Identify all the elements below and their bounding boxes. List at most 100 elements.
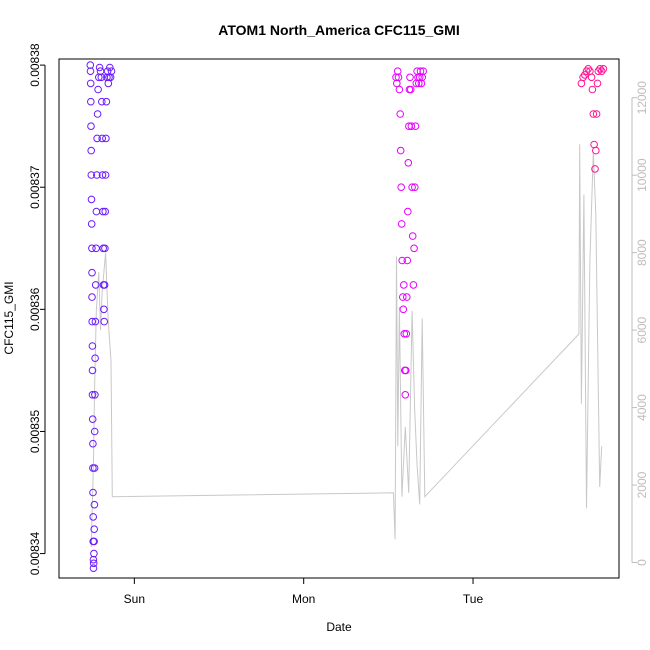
data-point <box>90 537 98 546</box>
data-point <box>88 293 96 301</box>
x-axis-label: Date <box>326 620 352 634</box>
data-point <box>92 207 101 216</box>
data-point <box>402 330 411 338</box>
data-point <box>393 79 401 88</box>
data-point <box>396 146 405 155</box>
data-point <box>90 427 99 436</box>
data-point <box>587 73 596 82</box>
y2-tick-label: 6000 <box>635 316 649 343</box>
data-point <box>91 281 100 289</box>
data-point <box>88 244 96 253</box>
data-point <box>98 171 107 179</box>
chart-title: ATOM1 North_America CFC115_GMI <box>218 22 459 38</box>
data-point <box>419 67 428 75</box>
data-point <box>90 525 98 534</box>
data-point <box>396 110 405 118</box>
data-point <box>89 439 97 448</box>
data-point <box>101 244 109 253</box>
data-point <box>393 67 402 75</box>
data-point <box>590 140 598 149</box>
data-point <box>90 464 99 472</box>
x-axis: Sun Mon Tue <box>124 577 483 606</box>
data-point <box>400 281 408 289</box>
data-point <box>89 513 97 521</box>
data-point <box>584 65 593 73</box>
data-point <box>101 207 109 216</box>
y-tick-label: 0.00834 <box>28 532 42 576</box>
data-point <box>402 366 410 375</box>
data-point <box>87 171 96 179</box>
data-point <box>599 65 608 73</box>
y2-tick-label: 10000 <box>635 158 649 192</box>
data-point <box>89 564 98 573</box>
data-point <box>93 171 101 179</box>
altitude-line-layer <box>90 144 603 548</box>
data-point <box>579 73 587 82</box>
data-point <box>88 391 97 399</box>
altitude-line <box>90 144 603 548</box>
data-point <box>395 85 404 94</box>
data-point <box>91 354 99 363</box>
data-point <box>93 134 101 143</box>
data-point <box>91 391 99 399</box>
y2-tick-label: 4000 <box>635 394 649 421</box>
data-point <box>407 122 416 130</box>
data-point <box>96 67 105 75</box>
data-point <box>89 488 97 497</box>
y-tick-label: 0.00836 <box>28 287 42 331</box>
data-point <box>403 293 411 301</box>
y2-tick-label: 12000 <box>635 81 649 115</box>
data-point <box>100 281 109 289</box>
data-point <box>398 256 407 265</box>
y2-tick-label: 0 <box>635 559 649 566</box>
data-point <box>597 67 606 75</box>
data-point <box>411 122 420 130</box>
y-tick-label: 0.00837 <box>28 165 42 209</box>
data-point <box>401 391 410 399</box>
data-point <box>596 65 604 73</box>
data-point <box>581 71 589 79</box>
data-point <box>403 256 412 265</box>
data-point <box>589 110 598 118</box>
x-tick-label: Mon <box>292 592 315 606</box>
y-axis-left: 0.00834 0.00835 0.00836 0.00837 0.00838 <box>28 43 46 576</box>
data-point <box>92 244 100 253</box>
data-point <box>592 110 601 118</box>
y-axis-label: CFC115_GMI <box>2 281 16 354</box>
y2-tick-label: 8000 <box>635 239 649 266</box>
data-point <box>582 67 591 75</box>
data-point <box>408 232 417 240</box>
data-point <box>397 183 406 191</box>
data-point <box>101 171 110 179</box>
data-point <box>86 79 95 88</box>
data-point <box>99 207 107 216</box>
data-point <box>89 559 98 568</box>
data-point <box>90 500 99 509</box>
data-point <box>87 122 95 130</box>
data-point <box>408 183 416 191</box>
data-point <box>87 195 96 204</box>
x-tick-label: Sun <box>124 592 145 606</box>
data-point <box>404 207 412 216</box>
data-point <box>90 549 98 558</box>
data-point <box>591 165 599 173</box>
data-point <box>106 63 114 72</box>
data-points-layer <box>86 61 608 573</box>
data-point <box>406 73 414 82</box>
data-point <box>397 220 406 228</box>
data-point <box>88 268 96 277</box>
data-point <box>88 415 97 424</box>
data-point <box>400 330 409 338</box>
data-point <box>399 293 407 301</box>
data-point <box>409 281 418 289</box>
data-point <box>588 85 597 94</box>
data-point <box>95 63 104 72</box>
data-point <box>593 79 602 88</box>
data-point <box>399 305 408 314</box>
data-point <box>394 73 403 82</box>
data-point <box>87 146 95 155</box>
data-point <box>87 220 96 228</box>
y-axis-right: 0 2000 4000 6000 8000 10000 12000 <box>631 81 649 566</box>
data-point <box>577 79 586 88</box>
